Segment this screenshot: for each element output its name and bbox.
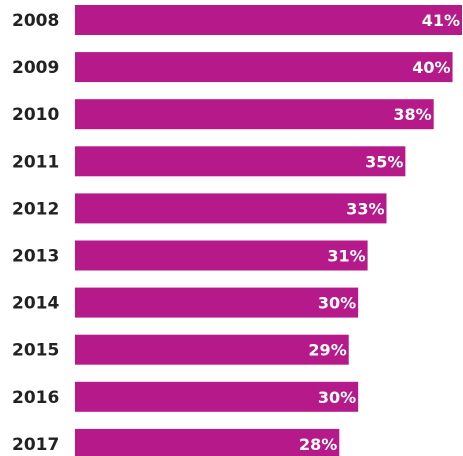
category-label-2010: 2010 bbox=[12, 105, 59, 125]
category-label-2017: 2017 bbox=[12, 435, 59, 455]
bar-2008 bbox=[75, 5, 462, 35]
value-label-2013: 31% bbox=[327, 247, 365, 266]
category-label-2016: 2016 bbox=[12, 388, 59, 408]
bar-2015 bbox=[75, 334, 349, 365]
value-label-2015: 29% bbox=[308, 341, 346, 360]
value-label-2016: 30% bbox=[318, 388, 356, 407]
bar-2014 bbox=[75, 287, 359, 318]
bar-2017 bbox=[75, 428, 340, 456]
bar-2016 bbox=[75, 381, 359, 412]
category-labels-group: 2008 2009 2010 2011 2012 2013 2014 2015 2016 2017 bbox=[12, 11, 59, 455]
category-label-2008: 2008 bbox=[12, 11, 59, 31]
value-label-2008: 41% bbox=[422, 11, 460, 30]
bar-2010 bbox=[75, 99, 434, 130]
bars-group bbox=[75, 5, 462, 456]
category-label-2012: 2012 bbox=[12, 199, 59, 219]
bar-2013 bbox=[75, 240, 368, 271]
value-label-2012: 33% bbox=[346, 199, 384, 218]
value-label-2011: 35% bbox=[365, 152, 403, 171]
category-label-2009: 2009 bbox=[12, 58, 59, 78]
category-label-2015: 2015 bbox=[12, 341, 59, 361]
value-labels-group: 41% 40% 38% 35% 33% 31% 30% 29% 30% 28% bbox=[299, 11, 460, 454]
category-label-2013: 2013 bbox=[12, 247, 59, 267]
category-label-2011: 2011 bbox=[12, 152, 59, 172]
bar-2011 bbox=[75, 146, 406, 177]
bar-2009 bbox=[75, 52, 453, 83]
value-label-2017: 28% bbox=[299, 435, 337, 454]
category-label-2014: 2014 bbox=[12, 294, 59, 314]
value-label-2009: 40% bbox=[412, 58, 450, 77]
value-label-2010: 38% bbox=[393, 105, 431, 124]
bar-2012 bbox=[75, 193, 387, 224]
value-label-2014: 30% bbox=[318, 294, 356, 313]
